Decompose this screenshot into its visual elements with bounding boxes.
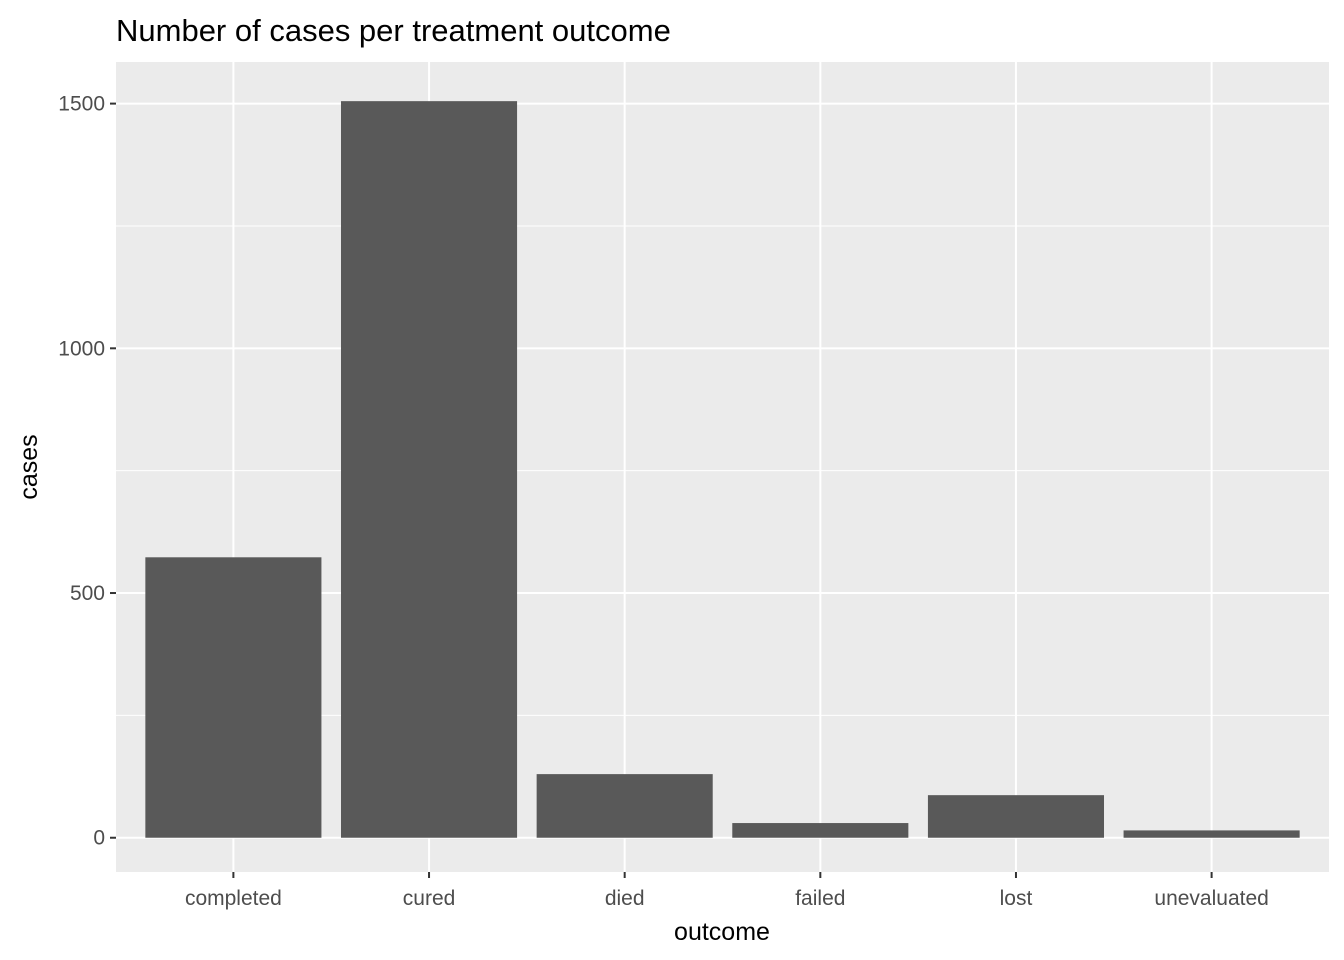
bar-unevaluated	[1123, 830, 1300, 838]
x-tick-label: unevaluated	[1154, 887, 1268, 910]
chart-title: Number of cases per treatment outcome	[116, 13, 671, 48]
x-tick-label: died	[605, 887, 645, 910]
bar-failed	[732, 823, 909, 838]
y-tick-label: 1500	[58, 93, 105, 116]
y-axis-title: cases	[15, 434, 43, 499]
bars	[145, 101, 1300, 838]
x-tick-label: cured	[403, 887, 456, 910]
bar-completed	[145, 557, 322, 838]
bar-cured	[340, 101, 518, 838]
y-tick-label: 1000	[58, 337, 105, 360]
x-tick-label: lost	[1000, 887, 1033, 910]
y-tick-label: 500	[70, 582, 105, 605]
x-axis-title: outcome	[674, 918, 770, 946]
y-tick-label: 0	[93, 827, 105, 850]
bar-lost	[927, 795, 1105, 838]
x-tick-label: failed	[795, 887, 845, 910]
x-tick-label: completed	[185, 887, 282, 910]
x-axis: completed cured died failed lost unevaluated	[185, 872, 1269, 910]
y-axis: 0 500 1000 1500	[58, 93, 116, 850]
bar-died	[536, 774, 713, 838]
